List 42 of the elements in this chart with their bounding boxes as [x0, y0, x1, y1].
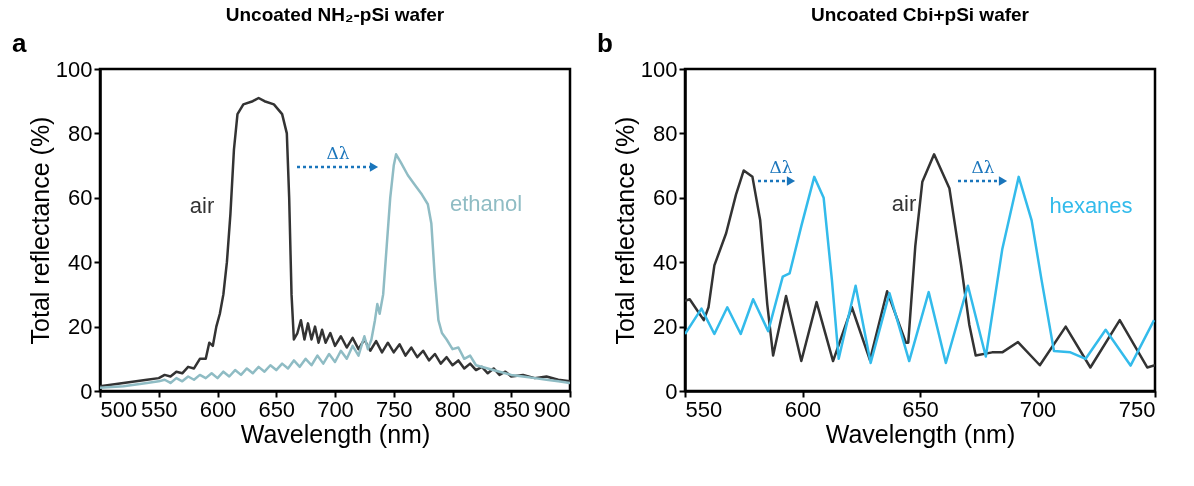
- chart-title: Uncoated Cbi+pSi wafer: [810, 4, 1030, 25]
- x-tick-label: 650: [258, 396, 296, 422]
- x-tick-label: 700: [317, 396, 354, 422]
- x-tick-label: 550: [140, 396, 178, 422]
- y-axis-title: Total reflectance (%): [610, 116, 639, 345]
- text: b: [597, 28, 613, 58]
- text: a: [12, 28, 27, 58]
- series-label: hexanes: [1049, 193, 1133, 218]
- series-label: ethanol: [449, 191, 523, 216]
- x-tick-label: 800: [434, 396, 472, 422]
- x-axis-title: Wavelength (nm): [240, 419, 431, 448]
- annotation: Δλ: [971, 157, 995, 177]
- x-tick-label: 850: [493, 396, 531, 422]
- x-tick-label: 900: [533, 396, 571, 422]
- y-tick-label: 60: [68, 185, 93, 211]
- y-tick-label: 80: [653, 120, 678, 146]
- x-tick-label: 700: [1019, 396, 1057, 422]
- y-tick-label: 100: [55, 56, 93, 82]
- x-tick-label: 650: [902, 396, 939, 422]
- chart-title: Uncoated NH₂-pSi wafer: [225, 4, 445, 25]
- x-tick-label: 750: [375, 396, 413, 422]
- y-axis-title: Total reflectance (%): [25, 116, 54, 345]
- y-tick-label: 20: [653, 314, 678, 340]
- y-tick-label: 20: [68, 314, 93, 340]
- y-tick-label: 0: [80, 378, 93, 404]
- x-axis-title: Wavelength (nm): [825, 419, 1016, 448]
- y-tick-label: 60: [653, 185, 678, 211]
- y-tick-label: 100: [640, 56, 678, 82]
- series-label: air: [189, 193, 215, 218]
- x-tick-label: 600: [199, 396, 237, 422]
- y-tick-label: 40: [653, 249, 678, 275]
- x-tick-label: 600: [784, 396, 822, 422]
- line-series: [100, 96, 570, 388]
- x-tick-label: 500: [100, 396, 138, 422]
- annotation: Δλ: [326, 143, 350, 163]
- y-tick-label: 0: [665, 378, 678, 404]
- x-tick-label: 750: [1118, 396, 1156, 422]
- annotation: Δλ: [769, 157, 793, 177]
- series-label: air: [891, 191, 917, 216]
- y-tick-label: 40: [68, 249, 93, 275]
- x-tick-label: 550: [685, 396, 723, 422]
- y-tick-label: 80: [68, 120, 93, 146]
